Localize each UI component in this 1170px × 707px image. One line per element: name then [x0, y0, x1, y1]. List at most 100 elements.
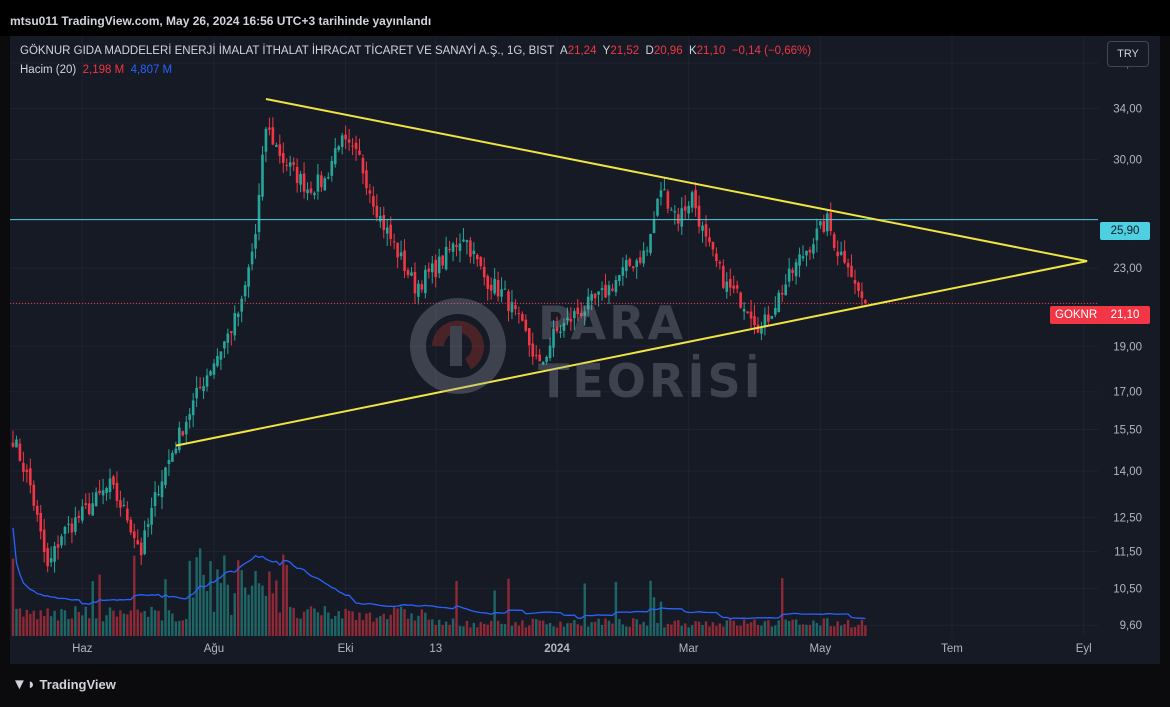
volume-bar [230, 615, 233, 636]
volume-bar [181, 620, 184, 636]
volume-bar [129, 610, 133, 636]
candle [749, 311, 753, 319]
volume-bar [586, 626, 590, 636]
candle [493, 278, 496, 294]
candle [801, 256, 805, 259]
symbol-name[interactable]: GÖKNUR GIDA MADDELERİ ENERJİ İMALAT İTHA… [20, 45, 555, 57]
volume-bar [774, 625, 777, 636]
candle [836, 251, 839, 257]
candle [534, 355, 538, 357]
volume-bar [787, 621, 791, 636]
chart-panel[interactable] [10, 36, 1160, 664]
volume-bar [677, 620, 680, 636]
volume-bar [528, 625, 531, 636]
trendline-upper[interactable] [265, 98, 1088, 263]
candle [774, 308, 777, 315]
volume-bar [67, 619, 70, 636]
volume-bar [708, 626, 711, 636]
volume-bar [420, 609, 424, 636]
volume-bar [701, 625, 704, 636]
trendline-lower[interactable] [175, 260, 1088, 447]
candle [11, 442, 15, 447]
volume-bar [742, 619, 746, 636]
candle [441, 255, 444, 266]
price-tick: 23,00 [1113, 263, 1142, 275]
candle [687, 205, 690, 214]
close-label: K [688, 45, 697, 57]
candle [725, 281, 729, 292]
candle [42, 529, 46, 553]
volume-bar [115, 616, 119, 636]
candle [812, 244, 815, 254]
candle [794, 262, 798, 277]
volume-ma-line [12, 527, 866, 620]
candle [638, 257, 642, 263]
volume-bar [462, 626, 465, 636]
candle [735, 285, 739, 289]
volume-bar [680, 625, 683, 636]
candle [798, 254, 801, 266]
candle [226, 333, 230, 343]
volume-bar [368, 612, 372, 636]
volume-bar [857, 624, 860, 636]
change-value: −0,14 (−0,66%) [731, 45, 812, 57]
volume-bar [593, 621, 597, 636]
candle [344, 134, 347, 140]
volume-bar [628, 626, 631, 636]
candle [146, 524, 150, 527]
volume-bar [548, 622, 552, 636]
time-tick: Eyl [1076, 643, 1092, 655]
volume-bar [70, 618, 74, 636]
candle [229, 331, 233, 334]
resistance-price-tag: 25,90 [1100, 222, 1150, 240]
volume-bar [687, 627, 690, 636]
volume-bar [285, 564, 288, 636]
candle [753, 316, 756, 326]
time-axis[interactable]: Haz Ağu Eki 13 2024 Mar May Tem Eyl [72, 643, 1092, 655]
watermark-text-1: PARA [538, 296, 687, 350]
price-tick: 17,00 [1113, 387, 1142, 399]
candle [853, 280, 857, 284]
candle [139, 542, 143, 556]
volume-bar [510, 625, 514, 636]
volume-bar [826, 618, 829, 636]
candle [18, 443, 22, 461]
candle [84, 503, 88, 505]
volume-bar [327, 612, 330, 636]
tradingview-logo[interactable]: ▼◗ TradingView [12, 676, 116, 693]
candle [49, 558, 53, 563]
candle [711, 241, 715, 250]
candle [212, 363, 216, 375]
candle [271, 127, 275, 145]
candle [53, 546, 56, 562]
candle [767, 314, 770, 322]
volume-bar [105, 615, 108, 636]
volume-bar [465, 620, 469, 636]
candle [507, 291, 510, 312]
candle [108, 478, 112, 492]
currency-button[interactable]: TRY [1107, 41, 1149, 67]
volume-bar [798, 624, 801, 636]
candle [486, 276, 490, 289]
candle [243, 285, 247, 297]
time-tick: May [809, 643, 831, 655]
price-axis[interactable]: 38,0034,0030,0023,0019,0017,0015,5014,00… [1098, 36, 1160, 660]
volume-bar [143, 611, 146, 636]
volume-bar [732, 620, 735, 636]
volume-bar [410, 613, 413, 636]
candle [281, 152, 285, 163]
volume-bar [722, 626, 725, 636]
volume-bar [88, 618, 91, 636]
candle [517, 313, 521, 315]
volume-bar [555, 627, 559, 636]
tradingview-brand: TradingView [39, 677, 116, 692]
volume-label[interactable]: Hacim (20) [20, 64, 77, 76]
volume-bar [590, 622, 593, 636]
volume-bar [500, 623, 503, 636]
candle [531, 343, 535, 357]
volume-bar [597, 618, 600, 636]
candle [482, 266, 486, 278]
time-tick: Mar [679, 643, 699, 655]
volume-bar [496, 620, 500, 636]
candle [195, 387, 198, 399]
